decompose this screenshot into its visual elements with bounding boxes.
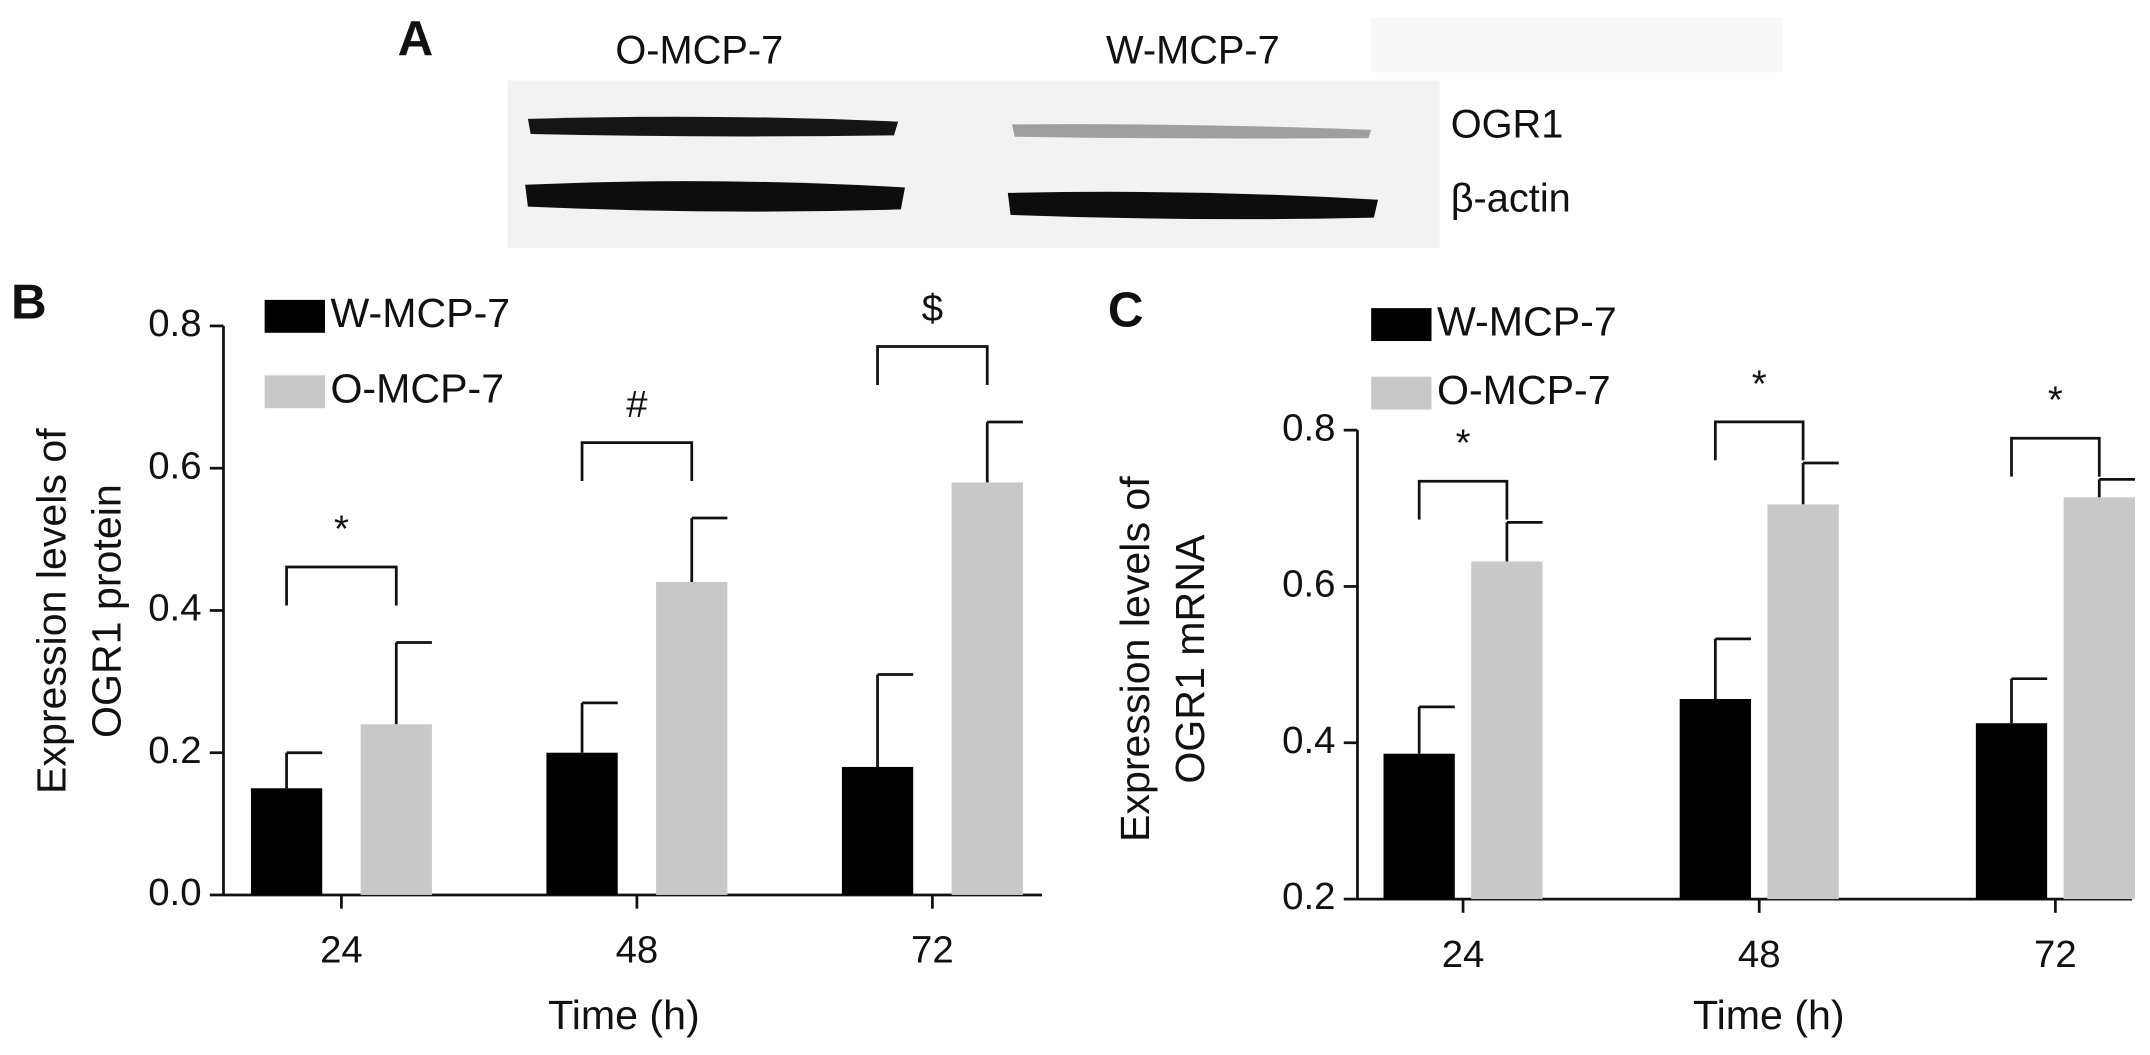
- x-tick-label: 48: [1738, 933, 1781, 976]
- bar: [360, 724, 432, 895]
- significance-mark: #: [626, 383, 648, 426]
- blot-band: [1007, 191, 1379, 220]
- legend-label: O-MCP-7: [330, 366, 504, 412]
- bar: [546, 752, 618, 895]
- blot-band: [527, 116, 899, 137]
- blot-background: [507, 80, 1440, 248]
- blot-header-area: [1371, 17, 1783, 73]
- bar: [951, 482, 1023, 895]
- significance-mark: $: [922, 287, 943, 330]
- x-tick-label: 72: [2034, 933, 2077, 976]
- significance-bracket: [1713, 420, 1805, 461]
- lane-label: W-MCP-7: [1106, 29, 1280, 73]
- bar: [1471, 561, 1543, 900]
- legend-label: O-MCP-7: [1437, 367, 1611, 413]
- y-tick-label: 0.8: [1282, 406, 1335, 449]
- bar: [656, 582, 728, 895]
- legend-label: W-MCP-7: [1437, 298, 1617, 344]
- x-axis-label: Time (h): [1693, 992, 1845, 1038]
- significance-mark: *: [1456, 422, 1471, 465]
- significance-bracket: [285, 565, 398, 606]
- x-tick-label: 24: [320, 929, 363, 972]
- x-axis-label: Time (h): [548, 992, 700, 1038]
- y-tick-label: 0.6: [1282, 563, 1335, 606]
- y-tick-label: 0.6: [148, 444, 201, 487]
- y-axis-label: OGR1 mRNA: [1167, 534, 1213, 784]
- significance-mark: *: [1752, 362, 1767, 405]
- legend-swatch: [1371, 376, 1432, 410]
- significance-mark: *: [2048, 379, 2063, 422]
- bar: [250, 788, 323, 895]
- lane-label: O-MCP-7: [615, 29, 783, 73]
- bar: [2063, 497, 2135, 900]
- panel-label: C: [1108, 283, 1144, 338]
- significance-bracket: [580, 441, 694, 481]
- panel-label: B: [11, 274, 47, 329]
- legend-swatch: [264, 299, 325, 333]
- significance-bracket: [2010, 436, 2101, 477]
- blot-band: [525, 181, 905, 212]
- y-tick-label: 0.2: [148, 729, 201, 772]
- legend-swatch: [264, 375, 325, 409]
- bar: [1679, 699, 1751, 900]
- blot-band: [1011, 124, 1372, 139]
- x-tick-label: 72: [911, 929, 954, 972]
- significance-mark: *: [334, 508, 349, 551]
- significance-bracket: [1417, 479, 1509, 520]
- legend-swatch: [1371, 308, 1432, 342]
- bar: [1767, 504, 1839, 900]
- y-tick-label: 0.0: [148, 871, 201, 914]
- x-tick-label: 24: [1442, 933, 1485, 976]
- y-axis-label: Expression levels of: [1112, 476, 1158, 842]
- y-axis-label: Expression levels of: [29, 428, 75, 794]
- bar: [1383, 753, 1455, 900]
- band-label: β-actin: [1451, 177, 1571, 221]
- band-label: OGR1: [1451, 103, 1564, 147]
- y-tick-label: 0.2: [1282, 875, 1335, 918]
- panel-label: A: [398, 11, 434, 66]
- x-tick-label: 48: [616, 929, 659, 972]
- y-tick-label: 0.4: [148, 587, 201, 630]
- bar: [1975, 723, 2048, 900]
- y-tick-label: 0.4: [1282, 719, 1335, 762]
- bar: [841, 766, 914, 895]
- legend-label: W-MCP-7: [330, 290, 510, 336]
- y-axis-label: OGR1 protein: [84, 484, 130, 738]
- y-tick-label: 0.8: [148, 302, 201, 345]
- significance-bracket: [876, 345, 989, 385]
